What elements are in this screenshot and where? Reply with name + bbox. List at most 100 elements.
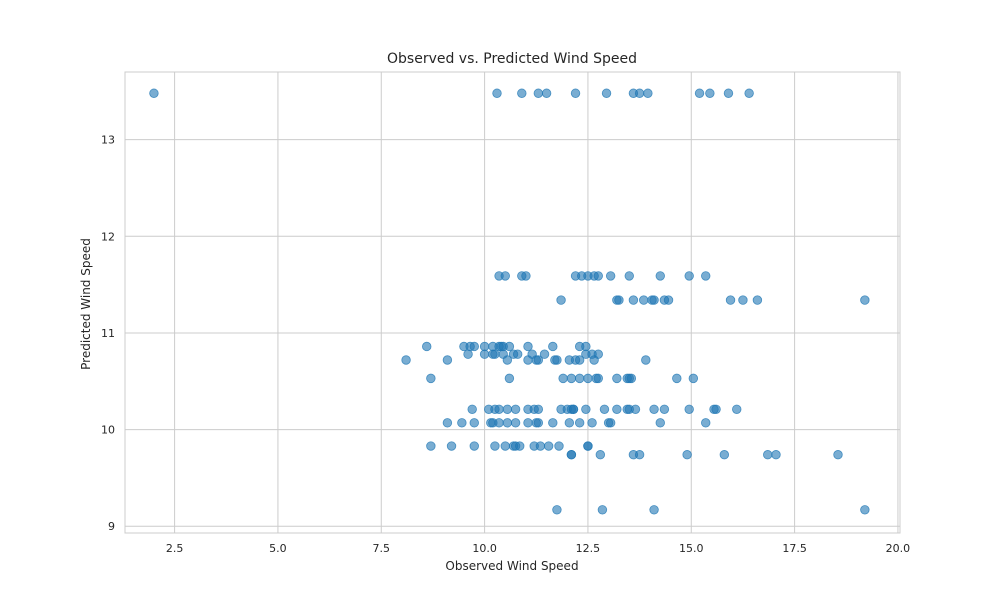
scatter-point [659,404,670,414]
scatter-point [479,349,490,359]
scatter-point [422,341,432,352]
scatter-point [566,373,577,384]
scatter-point [469,341,479,352]
scatter-point [723,88,734,98]
scatter-point [725,295,736,305]
scatter-point [634,88,645,98]
scatter-point [639,295,649,305]
scatter-point [649,404,659,414]
scatter-point [684,404,694,414]
scatter-point [457,418,467,428]
scatter-point [533,404,544,414]
scatter-point [705,88,715,98]
x-tick-label: 10.0 [472,542,497,555]
scatter-point [543,441,554,451]
scatter-point [605,418,616,428]
scatter-point [469,441,479,451]
scatter-point [523,418,533,428]
scatter-point [641,355,651,365]
scatter-point [510,418,521,428]
scatter-point [521,271,531,281]
scatter-point [624,271,634,281]
scatter-point [539,349,550,359]
scatter-point [626,373,637,384]
x-tick-label: 20.0 [886,542,911,555]
tick-labels: 2.5 5.0 7.5 10.0 12.5 15.0 17.5 20.0 9 10 11 12 13 [101,134,910,555]
scatter-point [496,341,506,352]
scatter-point [463,349,473,359]
grid [125,72,900,533]
scatter-point [502,404,513,414]
scatter-point [655,271,665,281]
scatter-point [541,88,552,98]
scatter-point [711,404,721,414]
scatter-point [614,295,624,305]
scatter-point [701,271,711,281]
scatter-point [581,404,591,414]
scatter-point [672,373,682,384]
scatter-point [574,355,585,365]
y-tick-label: 9 [108,520,115,533]
scatter-point [552,355,562,365]
y-tick-label: 13 [101,134,115,147]
scatter-point [548,341,558,352]
scatter-point [502,418,513,428]
scatter-point [533,418,544,428]
scatter-point [548,418,558,428]
scatter-point [771,450,781,460]
points-layer [149,88,870,515]
scatter-point [504,341,515,352]
scatter-point [583,373,593,384]
scatter-point [568,404,579,414]
scatter-point [442,355,453,365]
scatter-point [628,295,639,305]
scatter-point [426,441,436,451]
scatter-point [583,441,593,451]
scatter-point [500,441,510,451]
scatter-point [860,295,870,305]
scatter-point [554,441,564,451]
x-axis-label: Observed Wind Speed [445,559,578,573]
scatter-point [612,404,622,414]
scatter-point [556,295,566,305]
scatter-point [595,450,606,460]
scatter-point [492,88,502,98]
scatter-point [564,418,575,428]
scatter-point [744,88,754,98]
y-axis-label: Predicted Wind Speed [79,238,93,370]
scatter-point [488,349,498,359]
scatter-point [523,355,533,365]
scatter-point [401,355,411,365]
scatter-point [763,450,773,460]
scatter-point [533,88,544,98]
scatter-point [738,295,748,305]
scatter-point [701,418,711,428]
scatter-point [694,88,705,98]
scatter-point [494,404,504,414]
scatter-point [860,505,870,515]
scatter-point [479,341,490,352]
scatter-point [589,355,599,365]
scatter-point [581,341,591,352]
scatter-point [593,271,603,281]
scatter-point [597,505,608,515]
scatter-point [732,404,742,414]
scatter-point [643,88,653,98]
scatter-point [570,88,581,98]
scatter-point [655,418,665,428]
x-tick-label: 15.0 [679,542,704,555]
scatter-point [523,341,533,352]
scatter-point [515,441,525,451]
scatter-point [504,373,515,384]
scatter-point [566,450,577,460]
scatter-point [587,418,597,428]
chart-title: Observed vs. Predicted Wind Speed [387,51,637,67]
x-tick-label: 2.5 [166,542,184,555]
scatter-point [593,373,603,384]
scatter-point [426,373,436,384]
scatter-point [682,450,692,460]
scatter-point [467,404,477,414]
